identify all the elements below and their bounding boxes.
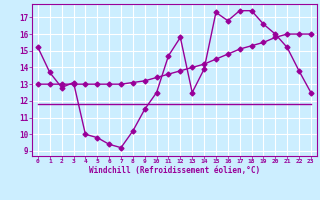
X-axis label: Windchill (Refroidissement éolien,°C): Windchill (Refroidissement éolien,°C)	[89, 166, 260, 175]
